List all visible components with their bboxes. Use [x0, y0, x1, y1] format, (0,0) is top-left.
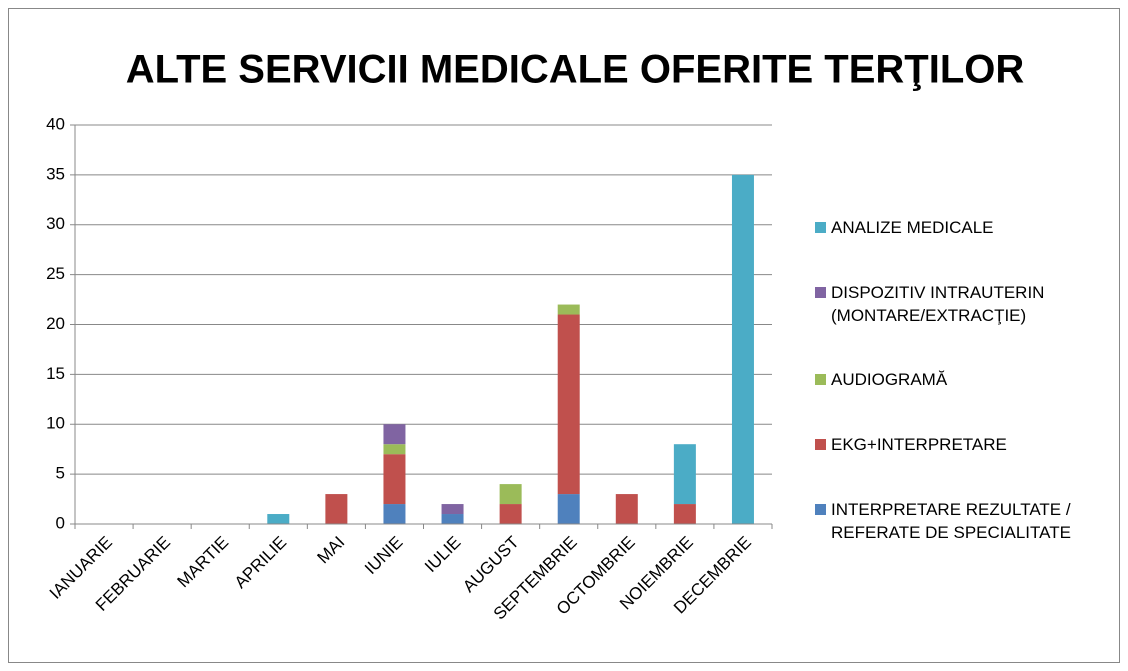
y-tick-label: 0 — [56, 513, 65, 532]
legend-swatch — [815, 439, 826, 451]
y-tick-label: 40 — [46, 114, 65, 133]
legend-label: DISPOZITIV INTRAUTERIN (MONTARE/EXTRACŢI… — [831, 282, 1045, 325]
legend-swatch — [815, 504, 826, 516]
bar-segment — [383, 454, 406, 505]
legend-item: AUDIOGRAMĂ — [815, 368, 1115, 391]
legend-label: ANALIZE MEDICALE — [831, 217, 994, 237]
bar-segment — [615, 494, 638, 524]
y-tick-label: 15 — [46, 364, 65, 383]
bar-segment — [441, 514, 464, 524]
legend: ANALIZE MEDICALE DISPOZITIV INTRAUTERIN (… — [815, 195, 1115, 565]
bar-segment — [499, 504, 522, 524]
bar-segment — [557, 304, 580, 315]
legend-item: ANALIZE MEDICALE — [815, 216, 1115, 239]
legend-swatch — [815, 374, 826, 386]
bar-segment — [383, 444, 406, 455]
y-tick-label: 25 — [46, 264, 65, 283]
bar-segment — [557, 314, 580, 495]
legend-item: INTERPRETARE REZULTATE / REFERATE DE SPE… — [815, 498, 1115, 544]
bar-segment — [673, 444, 696, 505]
bar-segment — [499, 484, 522, 505]
legend-item: EKG+INTERPRETARE — [815, 433, 1115, 456]
bar-segment — [557, 494, 580, 524]
y-tick-label: 20 — [46, 314, 65, 333]
legend-label: INTERPRETARE REZULTATE / REFERATE DE SPE… — [831, 500, 1071, 543]
legend-label: AUDIOGRAMĂ — [831, 370, 948, 390]
bar-segment — [267, 514, 290, 524]
y-tick-label: 10 — [46, 414, 65, 433]
bar-segment — [383, 424, 406, 445]
legend-swatch — [815, 286, 826, 298]
bar-segment — [731, 174, 754, 524]
bar-segment — [673, 504, 696, 524]
y-tick-label: 35 — [46, 164, 65, 183]
y-tick-label: 30 — [46, 214, 65, 233]
legend-swatch — [815, 221, 826, 233]
legend-item: DISPOZITIV INTRAUTERIN (MONTARE/EXTRACŢI… — [815, 281, 1115, 327]
legend-label: EKG+INTERPRETARE — [831, 435, 1007, 455]
bar-segment — [383, 504, 406, 524]
chart-title: ALTE SERVICII MEDICALE OFERITE TERŢILOR — [126, 48, 1025, 92]
y-tick-label: 5 — [56, 464, 65, 483]
bar-segment — [325, 494, 348, 524]
bar-segment — [441, 504, 464, 515]
